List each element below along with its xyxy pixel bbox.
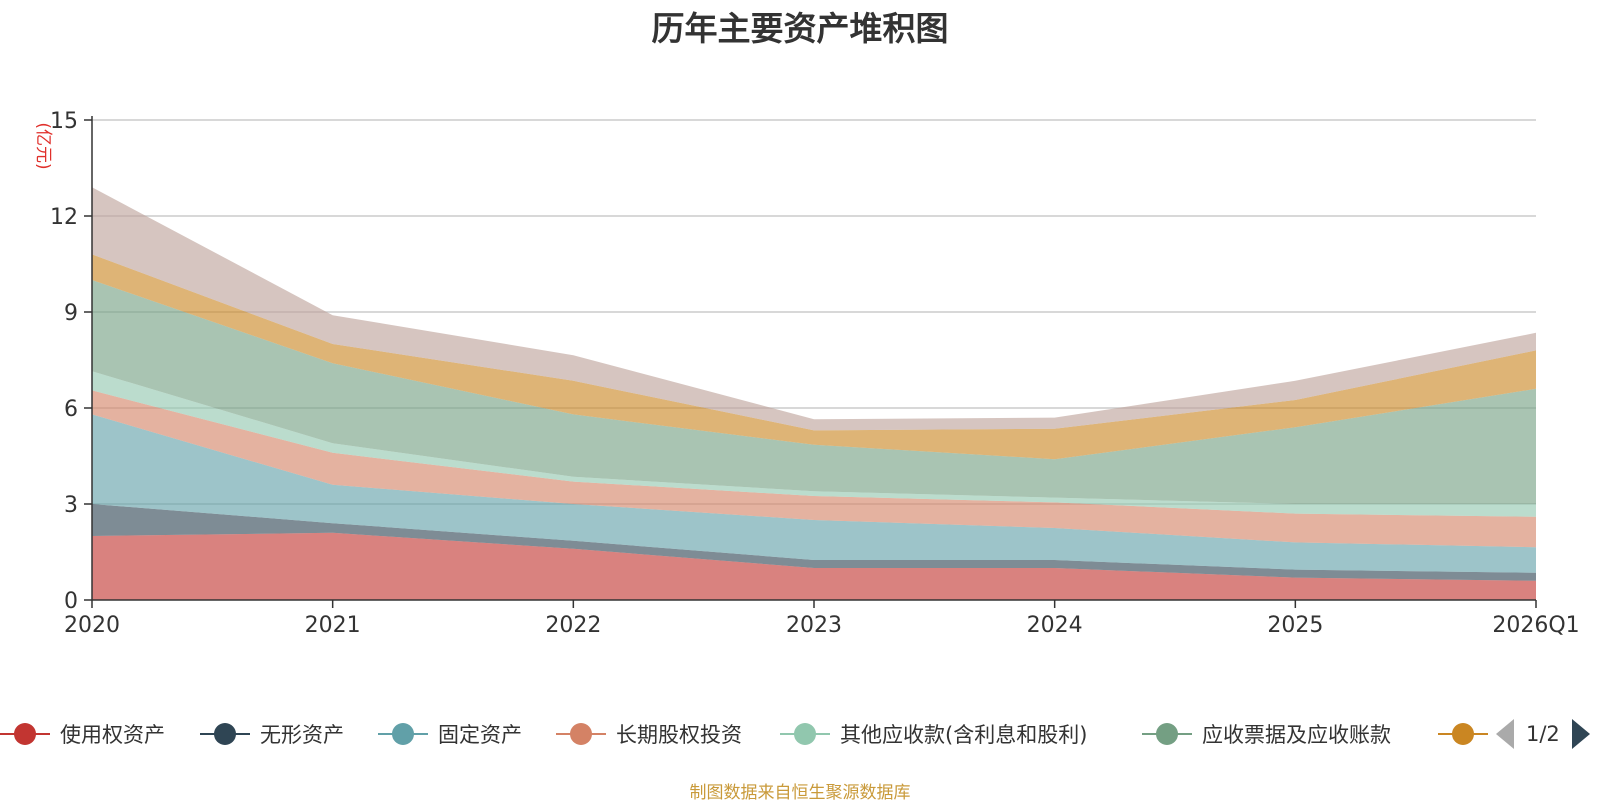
legend-dot-icon (570, 723, 592, 745)
legend-item-6[interactable] (1438, 716, 1498, 752)
legend-pager: 1/2 (1496, 716, 1590, 752)
x-tick-label: 2021 (305, 613, 361, 638)
legend-item-1[interactable]: 无形资产 (200, 716, 344, 752)
axis-labels: 0 3 6 9 12 15 2020 2021 2022 2023 2024 2025 2026Q1 (亿… (33, 109, 1580, 638)
legend-dot-icon (1452, 723, 1474, 745)
axes (84, 116, 1537, 608)
area-series (92, 187, 1536, 600)
area-series-0[interactable] (92, 532, 1536, 600)
y-tick-label: 15 (50, 109, 78, 134)
area-series-5[interactable] (92, 280, 1536, 504)
area-series-3[interactable] (92, 390, 1536, 548)
prev-page-icon[interactable] (1496, 719, 1514, 749)
legend-dot-icon (392, 723, 414, 745)
legend-item-3[interactable]: 长期股权投资 (556, 716, 742, 752)
y-tick-label: 9 (64, 301, 78, 326)
y-tick-label: 6 (64, 397, 78, 422)
area-series-6[interactable] (92, 254, 1536, 460)
y-tick-label: 0 (64, 589, 78, 614)
x-tick-label: 2022 (545, 613, 601, 638)
y-tick-label: 12 (50, 205, 78, 230)
chart-title: 历年主要资产堆积图 (651, 9, 949, 48)
x-tick-label: 2026Q1 (1492, 613, 1579, 638)
legend-dot-icon (214, 723, 236, 745)
legend-label: 固定资产 (438, 723, 522, 747)
legend-dot-icon (794, 723, 816, 745)
legend-page-indicator: 1/2 (1526, 722, 1560, 746)
legend-dot-icon (14, 723, 36, 745)
legend-label: 应收票据及应收账款 (1202, 723, 1391, 747)
legend-item-2[interactable]: 固定资产 (378, 716, 522, 752)
stacked-area-chart: 0 3 6 9 12 15 2020 2021 2022 2023 2024 2025 2026Q1 (亿… (33, 109, 1580, 638)
legend-dot-icon (1156, 723, 1178, 745)
legend-item-0[interactable]: 使用权资产 (0, 716, 165, 752)
legend-label: 其他应收款(含利息和股利) (840, 723, 1088, 747)
legend-label: 长期股权投资 (616, 723, 742, 747)
x-tick-label: 2025 (1267, 613, 1323, 638)
y-tick-label: 3 (64, 493, 78, 518)
area-series-2[interactable] (92, 414, 1536, 573)
source-note: 制图数据来自恒生聚源数据库 (689, 783, 911, 803)
next-page-icon[interactable] (1571, 719, 1590, 749)
area-series-1[interactable] (92, 504, 1536, 581)
legend-item-5[interactable]: 应收票据及应收账款 (1142, 716, 1391, 752)
legend-label: 无形资产 (260, 723, 344, 747)
x-tick-label: 2023 (786, 613, 842, 638)
legend: 使用权资产 无形资产 固定资产 长期股权投资 其他应收款(含利息和股利) 应收票… (0, 716, 1600, 756)
y-axis-unit-label: (亿元) (33, 122, 53, 169)
legend-item-4[interactable]: 其他应收款(含利息和股利) (780, 716, 1087, 752)
legend-label: 使用权资产 (60, 723, 165, 747)
x-tick-label: 2024 (1027, 613, 1083, 638)
x-tick-label: 2020 (64, 613, 120, 638)
